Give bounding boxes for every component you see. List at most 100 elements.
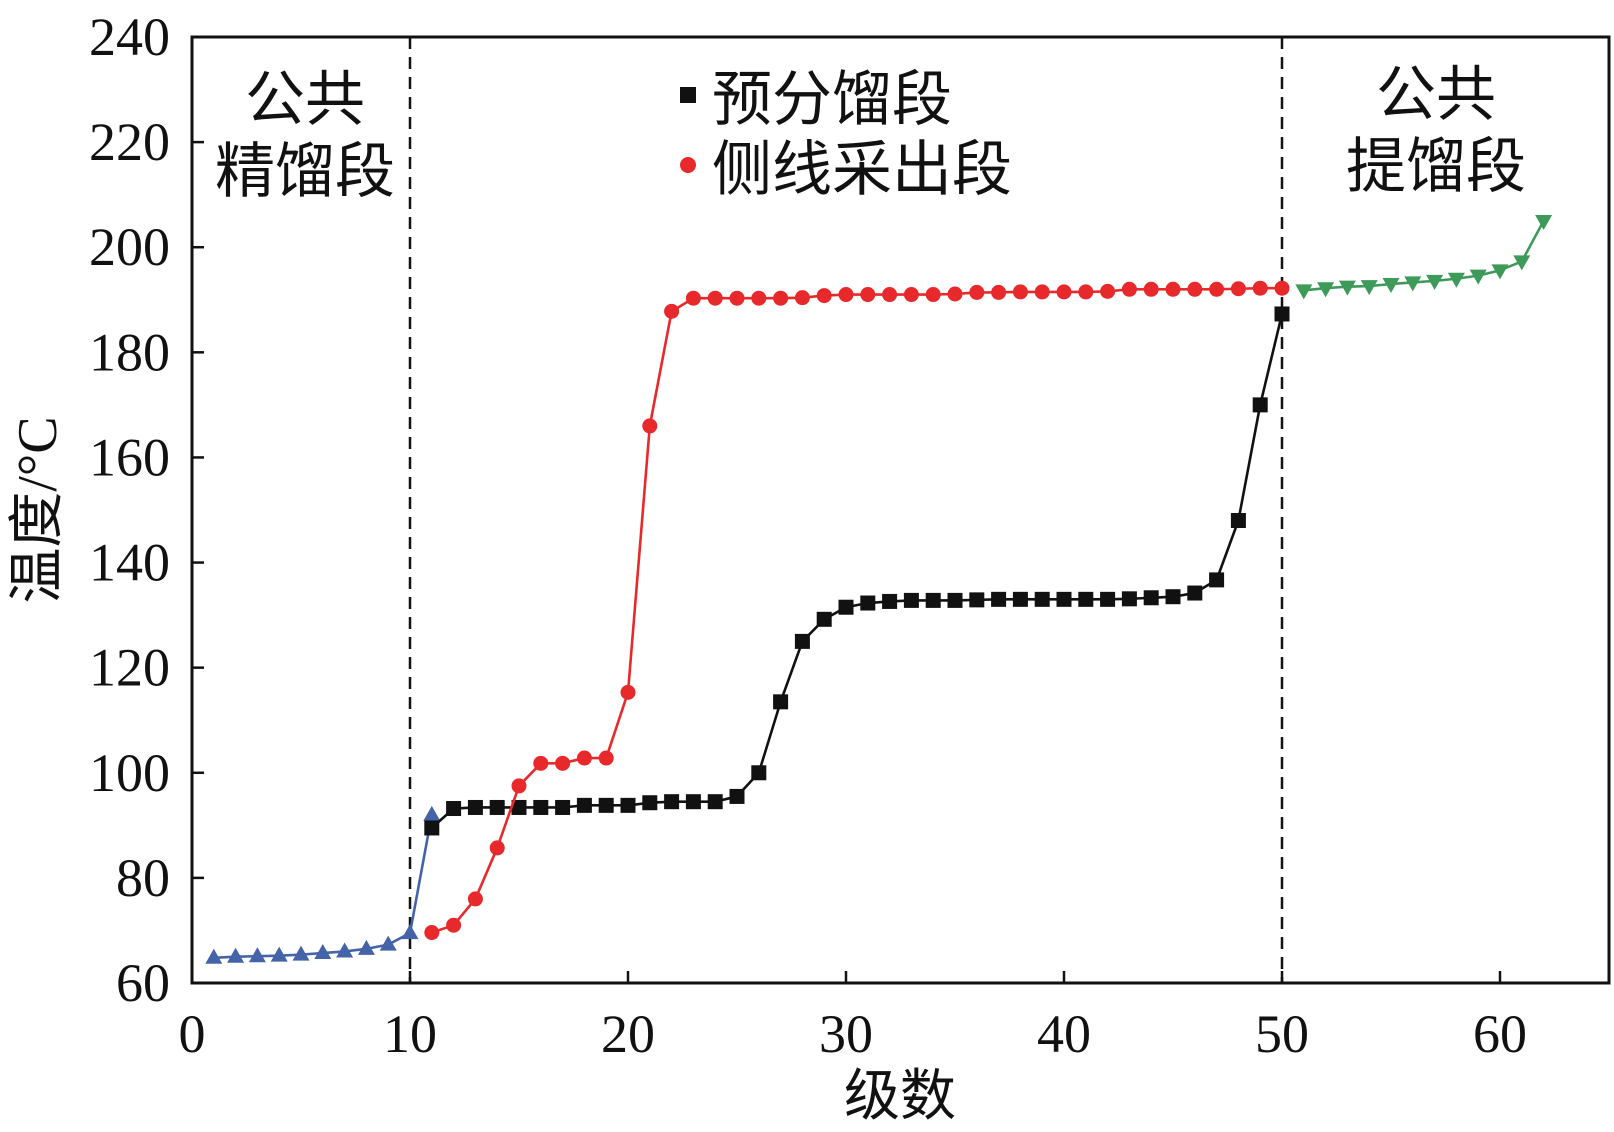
series-1-data-point xyxy=(533,799,549,815)
series-0 xyxy=(205,805,441,964)
series-2-data-point xyxy=(489,840,505,856)
series-2-line xyxy=(431,286,1282,934)
series-2-data-point xyxy=(1252,280,1268,296)
series-1-data-point xyxy=(598,797,614,813)
series-2-data-point xyxy=(751,290,767,306)
series-2-data-point xyxy=(729,290,745,306)
series-2-data-point xyxy=(991,284,1007,300)
series-2-data-point xyxy=(969,284,985,300)
series-0-data-point xyxy=(379,935,397,951)
series-2 xyxy=(424,280,1290,941)
x-tick-label: 0 xyxy=(179,1004,206,1064)
series-1-data-point xyxy=(424,820,440,836)
series-1-data-point xyxy=(576,797,592,813)
series-0-data-point xyxy=(314,944,332,960)
series-3-data-point xyxy=(1447,272,1465,288)
x-axis-label: 级数 xyxy=(844,1066,956,1128)
series-2-data-point xyxy=(773,290,789,306)
series-1-data-point xyxy=(1165,589,1181,605)
series-3-data-point xyxy=(1317,282,1335,298)
series-1-data-point xyxy=(1230,513,1246,529)
series-0-data-point xyxy=(205,948,223,964)
series-0-data-point xyxy=(227,947,245,963)
legend: 预分馏段 侧线采出段 xyxy=(680,67,1012,203)
series-2-data-point xyxy=(598,750,614,766)
y-tick-label: 160 xyxy=(89,427,170,487)
y-tick-label: 220 xyxy=(89,112,170,172)
y-tick-label: 100 xyxy=(89,743,170,803)
series-1-data-point xyxy=(1100,591,1116,607)
series-2-data-point xyxy=(1230,281,1246,297)
series-3-data-point xyxy=(1426,274,1444,290)
series-2-data-point xyxy=(446,917,462,933)
series-2-data-point xyxy=(620,684,636,700)
series-1-data-point xyxy=(794,633,810,649)
series-2-data-point xyxy=(555,755,571,771)
series-2-data-point xyxy=(925,287,941,303)
series-2-data-point xyxy=(642,418,658,434)
series-2-data-point xyxy=(838,287,854,303)
x-tick-label: 60 xyxy=(1473,1004,1527,1064)
series-1-data-point xyxy=(882,593,898,609)
series-1-line xyxy=(430,313,1284,829)
x-tick-label: 50 xyxy=(1255,1004,1309,1064)
annotation-stripping-line1: 公共 xyxy=(1376,62,1496,128)
series-2-data-point xyxy=(1274,280,1290,296)
annotation-rectifying-line1: 公共 xyxy=(245,67,365,133)
series-1-data-point xyxy=(555,799,571,815)
series-2-data-point xyxy=(1165,281,1181,297)
series-1-data-point xyxy=(1121,591,1137,607)
series-1-data-point xyxy=(925,592,941,608)
series-3-data-point xyxy=(1360,280,1378,296)
series-1-data-point xyxy=(685,794,701,810)
series-0-data-point xyxy=(357,939,375,955)
series-1-data-point xyxy=(642,795,658,811)
series-2-data-point xyxy=(1100,283,1116,299)
series-3-data-point xyxy=(1295,284,1313,300)
series-2-data-point xyxy=(1209,281,1225,297)
series-0-data-point xyxy=(336,942,354,958)
series-0-data-point xyxy=(248,947,266,963)
y-axis-ticks: 60 80 100 120 140 160 180 200 220 240 xyxy=(89,7,204,1013)
x-tick-label: 10 xyxy=(383,1004,437,1064)
series-2-data-point xyxy=(533,755,549,771)
y-axis-label: 温度/°C xyxy=(7,416,69,603)
legend-circle-icon xyxy=(680,157,696,173)
series-1 xyxy=(424,306,1290,836)
series-1-data-point xyxy=(969,592,985,608)
series-1-data-point xyxy=(707,794,723,810)
legend-label-predistillation: 预分馏段 xyxy=(712,67,952,133)
series-1-data-point xyxy=(1209,572,1225,588)
series-1-data-point xyxy=(773,694,789,710)
series-3-data-point xyxy=(1513,255,1531,271)
series-2-data-point xyxy=(794,290,810,306)
series-3-data-point xyxy=(1338,280,1356,296)
x-tick-label: 40 xyxy=(1037,1004,1091,1064)
y-tick-label: 120 xyxy=(89,638,170,698)
series-1-data-point xyxy=(1056,591,1072,607)
series-1-data-point xyxy=(1078,591,1094,607)
y-tick-label: 60 xyxy=(116,953,170,1013)
series-2-data-point xyxy=(1143,281,1159,297)
series-1-data-point xyxy=(511,799,527,815)
series-1-data-point xyxy=(1012,591,1028,607)
series-1-data-point xyxy=(620,797,636,813)
series-3 xyxy=(1295,214,1553,300)
series-1-data-point xyxy=(664,794,680,810)
annotation-rectifying-line2: 精馏段 xyxy=(215,139,395,205)
series-2-data-point xyxy=(882,287,898,303)
series-1-data-point xyxy=(489,799,505,815)
series-1-data-point xyxy=(860,595,876,611)
series-0-data-point xyxy=(292,945,310,961)
series-1-data-point xyxy=(1034,591,1050,607)
legend-square-icon xyxy=(680,87,696,103)
series-2-data-point xyxy=(707,290,723,306)
legend-label-side-draw: 侧线采出段 xyxy=(712,137,1012,203)
series-3-line xyxy=(1303,220,1545,292)
series-2-data-point xyxy=(1056,284,1072,300)
series-2-data-point xyxy=(816,288,832,304)
series-3-data-point xyxy=(1469,269,1487,285)
x-axis-ticks: 0 10 20 30 40 50 60 xyxy=(179,971,1527,1064)
series-1-data-point xyxy=(1274,306,1290,322)
